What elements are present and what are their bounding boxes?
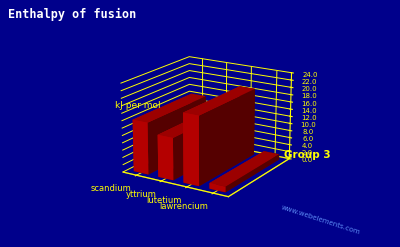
Text: www.webelements.com: www.webelements.com bbox=[280, 204, 360, 236]
Text: Enthalpy of fusion: Enthalpy of fusion bbox=[8, 7, 136, 21]
